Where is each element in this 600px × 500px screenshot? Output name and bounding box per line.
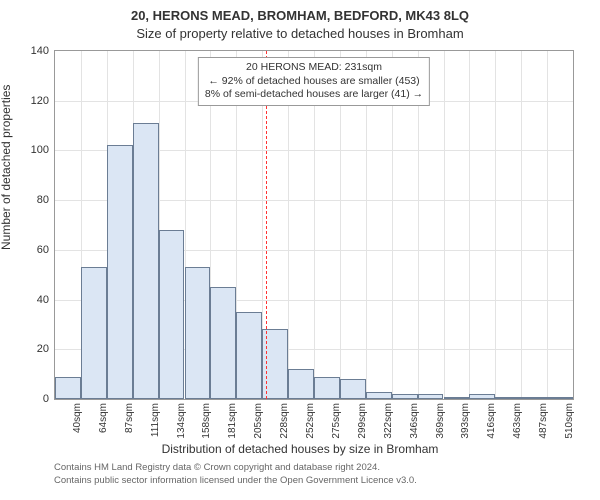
x-tick-label: 205sqm (253, 403, 264, 439)
annotation-line-3: 8% of semi-detached houses are larger (4… (205, 88, 423, 102)
footer-text: Contains HM Land Registry data © Crown c… (54, 462, 574, 488)
histogram-bar (159, 230, 185, 399)
x-tick-label: 64sqm (98, 403, 109, 433)
y-tick-label: 20 (37, 343, 49, 355)
histogram-bar (444, 397, 470, 399)
x-tick-label: 228sqm (279, 403, 290, 439)
x-tick-label: 181sqm (227, 403, 238, 439)
gridline-v (469, 51, 470, 399)
histogram-bar (288, 369, 314, 399)
x-tick-label: 158sqm (201, 403, 212, 439)
x-tick-label: 111sqm (150, 403, 161, 437)
y-tick-label: 60 (37, 244, 49, 256)
x-tick-label: 510sqm (564, 403, 575, 439)
histogram-bar (236, 312, 262, 399)
histogram-bar (366, 392, 392, 399)
x-tick-label: 346sqm (409, 403, 420, 439)
histogram-bar (185, 267, 211, 399)
x-tick-label: 252sqm (305, 403, 316, 439)
histogram-bar (340, 379, 366, 399)
histogram-bar (314, 377, 340, 399)
gridline-v (444, 51, 445, 399)
histogram-bar (521, 397, 547, 399)
plot-area: 02040608010012014040sqm64sqm87sqm111sqm1… (54, 50, 574, 400)
x-tick-label: 369sqm (435, 403, 446, 439)
gridline-v (495, 51, 496, 399)
x-tick-label: 299sqm (357, 403, 368, 439)
histogram-bar (210, 287, 236, 399)
histogram-bar (495, 397, 521, 399)
histogram-bar (107, 145, 133, 399)
x-tick-label: 393sqm (460, 403, 471, 439)
gridline-v (521, 51, 522, 399)
histogram-bar (469, 394, 495, 399)
histogram-bar (133, 123, 159, 399)
footer-line-1: Contains HM Land Registry data © Crown c… (54, 462, 574, 475)
histogram-bar (55, 377, 81, 399)
annotation-line-2: ← 92% of detached houses are smaller (45… (205, 75, 423, 89)
annotation-line-1: 20 HERONS MEAD: 231sqm (205, 61, 423, 75)
footer-line-2: Contains public sector information licen… (54, 475, 574, 488)
x-tick-label: 322sqm (383, 403, 394, 439)
chart-title: 20, HERONS MEAD, BROMHAM, BEDFORD, MK43 … (0, 8, 600, 23)
x-tick-label: 40sqm (72, 403, 83, 433)
x-tick-label: 87sqm (124, 403, 135, 433)
annotation-box: 20 HERONS MEAD: 231sqm ← 92% of detached… (198, 57, 430, 106)
x-tick-label: 487sqm (538, 403, 549, 439)
y-axis-label: Number of detached properties (0, 85, 13, 250)
x-axis-label: Distribution of detached houses by size … (0, 442, 600, 456)
chart-container: 20, HERONS MEAD, BROMHAM, BEDFORD, MK43 … (0, 0, 600, 500)
y-tick-label: 0 (43, 393, 49, 405)
gridline-v (547, 51, 548, 399)
x-tick-label: 416sqm (486, 403, 497, 439)
histogram-bar (81, 267, 107, 399)
y-tick-label: 100 (31, 144, 49, 156)
y-tick-label: 40 (37, 294, 49, 306)
chart-subtitle: Size of property relative to detached ho… (0, 26, 600, 41)
x-tick-label: 463sqm (512, 403, 523, 439)
x-tick-label: 275sqm (331, 403, 342, 439)
y-tick-label: 120 (31, 95, 49, 107)
y-tick-label: 140 (31, 45, 49, 57)
histogram-bar (418, 394, 444, 399)
x-tick-label: 134sqm (176, 403, 187, 439)
y-tick-label: 80 (37, 194, 49, 206)
histogram-bar (547, 397, 573, 399)
histogram-bar (392, 394, 418, 399)
